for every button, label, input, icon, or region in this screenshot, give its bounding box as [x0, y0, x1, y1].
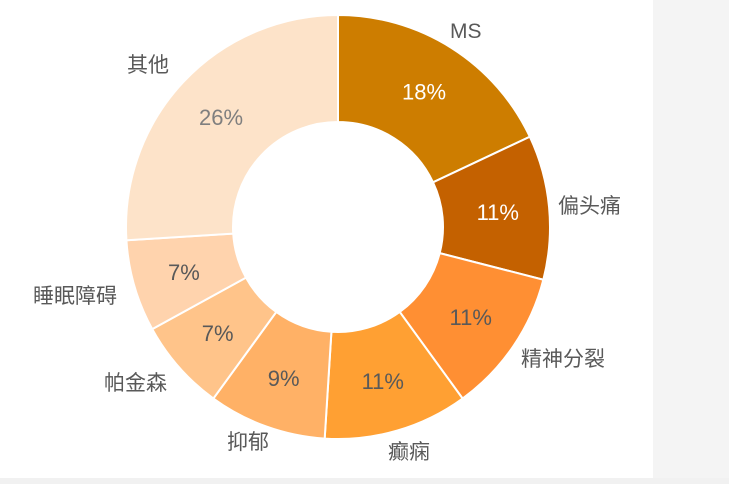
slice-category-label-7: 睡眠障碍	[33, 285, 117, 308]
slice-category-label-6: 帕金森	[104, 372, 167, 395]
slice-value-label-6: 7%	[202, 321, 234, 346]
bottom-divider	[0, 478, 729, 484]
donut-slice-8	[125, 13, 339, 242]
slice-value-label-4: 11%	[362, 369, 404, 394]
slice-value-label-1: 18%	[402, 79, 446, 104]
slice-value-label-5: 9%	[268, 366, 300, 391]
slices-group	[125, 13, 551, 440]
slice-category-label-1: MS	[450, 20, 482, 43]
slice-category-label-8: 其他	[127, 54, 169, 77]
slice-category-label-4: 癫痫	[388, 441, 430, 464]
slice-value-label-3: 11%	[450, 305, 492, 330]
donut-slice-1	[337, 13, 532, 184]
slice-category-label-5: 抑郁	[227, 431, 269, 454]
right-side-panel	[653, 0, 729, 484]
slice-value-label-7: 7%	[168, 260, 200, 285]
slice-category-label-2: 偏头痛	[558, 195, 621, 218]
value-labels-group: 18% 11% 11% 11% 9% 7% 7% 26%	[168, 79, 519, 394]
slice-value-label-8: 26%	[199, 105, 243, 130]
slice-value-label-2: 11%	[477, 200, 519, 225]
slice-category-label-3: 精神分裂	[521, 348, 605, 371]
